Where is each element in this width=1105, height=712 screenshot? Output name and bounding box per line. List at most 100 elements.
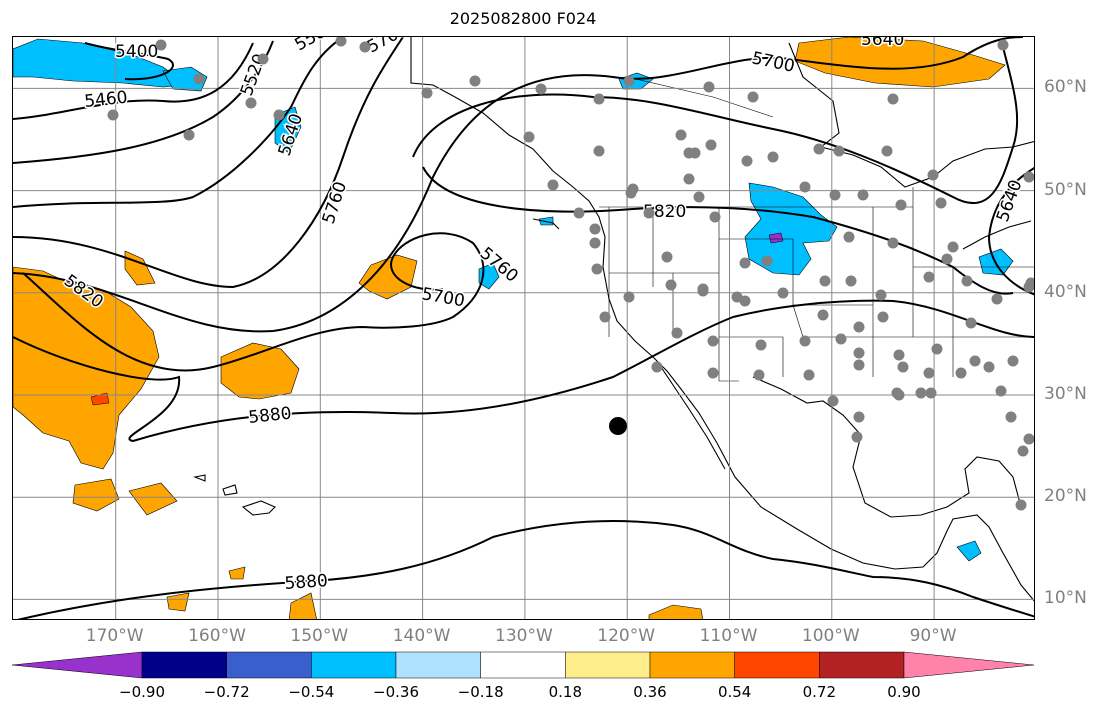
negative-anomaly-region <box>768 232 784 244</box>
gridlines <box>13 37 1034 619</box>
longitude-label: 150°W <box>290 626 349 646</box>
station-dot <box>799 181 811 193</box>
colorbar-tick-label: 0.36 <box>633 683 667 701</box>
negative-anomaly-region <box>956 540 982 562</box>
station-dot <box>761 255 773 267</box>
station-dot <box>693 191 705 203</box>
station-dot <box>799 335 811 347</box>
station-dot <box>991 293 1003 305</box>
station-dot <box>651 361 663 373</box>
station-dot <box>573 207 585 219</box>
station-dot <box>881 145 893 157</box>
station-dot <box>1023 281 1034 293</box>
colorbar-swatches <box>11 651 1035 679</box>
station-dot <box>893 349 905 361</box>
station-dot <box>359 41 371 53</box>
station-dot <box>703 81 715 93</box>
longitude-label: 120°W <box>597 626 656 646</box>
station-dot <box>739 257 751 269</box>
target-point-marker[interactable] <box>609 417 627 435</box>
map-panel[interactable]: 5400546055205580564057005700570057605760… <box>12 36 1035 620</box>
negative-anomaly-region <box>162 66 208 92</box>
station-dot <box>947 241 959 253</box>
station-dot <box>813 143 825 155</box>
contour-label: 5700 <box>364 37 412 57</box>
colorbar-swatch <box>141 651 227 679</box>
contour-label: 5760 <box>319 179 351 226</box>
station-dot <box>245 97 257 109</box>
station-dot <box>709 211 721 223</box>
station-dot <box>877 311 889 323</box>
station-dot <box>817 309 829 321</box>
station-dot <box>969 355 981 367</box>
station-dot <box>827 395 839 407</box>
longitude-label: 160°W <box>188 626 246 646</box>
longitude-label: 100°W <box>801 626 860 646</box>
station-dot <box>671 327 683 339</box>
station-dot <box>887 237 899 249</box>
station-dot <box>591 263 603 275</box>
station-dot <box>843 231 855 243</box>
positive-anomaly-region <box>288 592 317 619</box>
colorbar-tick-label: −0.72 <box>203 683 250 701</box>
station-dot <box>1005 411 1017 423</box>
map-canvas: 5400546055205580564057005700570057605760… <box>13 37 1034 619</box>
colorbar-swatch <box>734 651 820 679</box>
latitude-label: 60°N <box>1044 77 1087 98</box>
longitude-label: 170°W <box>85 626 144 646</box>
station-dot <box>835 333 847 345</box>
station-dot <box>819 275 831 287</box>
colorbar-tick-label: 0.90 <box>887 683 921 701</box>
station-dot <box>887 93 899 105</box>
station-dot <box>107 109 119 121</box>
station-dot <box>335 37 347 47</box>
station-dot <box>803 369 815 381</box>
station-dot <box>853 411 865 423</box>
positive-anomaly-region <box>166 592 190 612</box>
colorbar-swatch <box>226 651 312 679</box>
longitude-label: 140°W <box>392 626 451 646</box>
station-dot <box>707 367 719 379</box>
colorbar-tick-label: −0.18 <box>457 683 504 701</box>
station-dot <box>935 197 947 209</box>
station-dot <box>897 361 909 373</box>
contour-label: 5460 <box>83 88 128 112</box>
latitude-label: 20°N <box>1044 486 1087 507</box>
station-dot <box>643 207 655 219</box>
station-dot <box>753 369 765 381</box>
station-dot <box>845 275 857 287</box>
station-dot <box>1017 445 1029 457</box>
longitude-label: 90°W <box>909 626 957 646</box>
station-dot <box>1023 171 1034 183</box>
station-dot <box>853 359 865 371</box>
station-dot <box>689 147 701 159</box>
station-dot <box>1023 433 1034 445</box>
station-dot <box>707 335 719 347</box>
station-dot <box>961 275 973 287</box>
station-dot <box>833 145 845 157</box>
latitude-label: 30°N <box>1044 384 1087 404</box>
station-dot <box>923 271 935 283</box>
station-dot <box>931 343 943 355</box>
station-dot <box>1007 355 1019 367</box>
station-dot <box>593 93 605 105</box>
station-dot <box>675 129 687 141</box>
colorbar-swatch <box>649 651 735 679</box>
positive-anomaly-region <box>794 37 1006 88</box>
station-dot <box>895 199 907 211</box>
latitude-label: 10°N <box>1044 588 1087 609</box>
station-dot <box>851 431 863 443</box>
positive-anomaly-region <box>648 604 703 619</box>
station-dot <box>853 347 865 359</box>
station-dot <box>705 139 717 151</box>
station-dot <box>183 129 195 141</box>
station-dot <box>257 53 269 65</box>
station-dot <box>155 39 167 51</box>
station-dot <box>589 237 601 249</box>
longitude-label: 110°W <box>699 626 758 646</box>
station-dot <box>965 317 977 329</box>
station-dot <box>661 251 673 263</box>
colorbar-swatch <box>480 651 566 679</box>
colorbar <box>11 651 1035 679</box>
station-dot <box>857 189 869 201</box>
